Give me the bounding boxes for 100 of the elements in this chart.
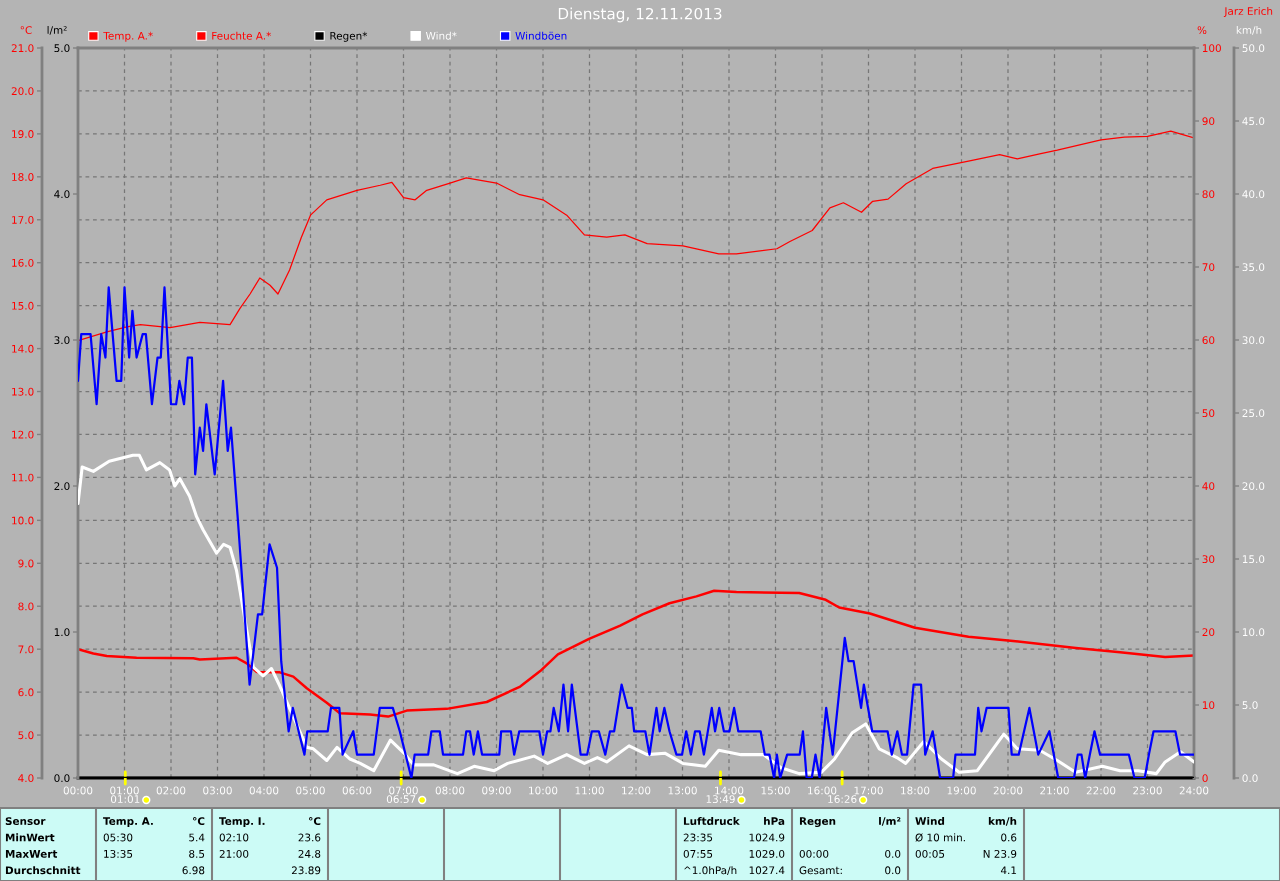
text: km/h [988, 816, 1017, 826]
y2-tick-label: 80 [1202, 190, 1215, 199]
text: Ø 10 min. [915, 833, 965, 842]
x-tick-label: 24:00 [1179, 786, 1209, 795]
x-tick-label: 13:00 [668, 786, 697, 795]
line-series [78, 286, 1194, 778]
text: Gesamt: [799, 866, 842, 875]
y2-tick-label: 60 [1202, 336, 1215, 345]
y3-tick-label: 2.0 [54, 482, 70, 491]
x-tick-label: 22:00 [1086, 786, 1116, 795]
y-tick-label: 19.0 [12, 130, 34, 138]
y2-axis-title: % [1197, 26, 1207, 35]
x-tick-label: 07:00 [389, 786, 418, 795]
text: 8.5 [189, 849, 205, 858]
x-tick-label: 23:00 [1133, 786, 1162, 795]
text: Temp. I. [219, 817, 265, 828]
y-tick-label: 11.0 [12, 473, 34, 482]
text: 1024.9 [749, 833, 785, 842]
x-tick-label: 10:00 [529, 786, 558, 795]
y-tick-label: 35.0 [1242, 263, 1265, 272]
y3-tick-label: 3.0 [54, 336, 70, 345]
x-tick-label: 06:00 [342, 786, 372, 795]
y-tick-label: 10.0 [12, 516, 34, 525]
y3-tick-label: 4.0 [54, 190, 70, 199]
y-tick-label: 15.0 [1242, 555, 1265, 564]
text: 6.98 [182, 866, 205, 875]
text: 00:00 [799, 849, 829, 858]
y-tick-label: 7.0 [18, 645, 34, 654]
text: Wind [915, 816, 945, 826]
x-tick-label: 02:00 [156, 786, 186, 795]
text: l/m² [879, 816, 901, 826]
x-tick-label: 09:00 [482, 786, 511, 795]
y-tick-label: 10.0 [1242, 628, 1265, 637]
x-tick-label: 20:00 [993, 786, 1023, 795]
text: 23:35 [683, 833, 713, 842]
y-tick-label: 50.0 [1242, 44, 1265, 53]
y-tick-label: 5.0 [1242, 701, 1258, 710]
x-tick-label: 04:00 [249, 786, 279, 795]
y2-tick-label: 100 [1202, 44, 1221, 53]
annotation: 16:26 [828, 795, 857, 804]
y-tick-label: 20.0 [1242, 482, 1265, 491]
y-tick-label: 4.0 [18, 774, 34, 783]
text: 13:35 [104, 849, 133, 858]
text: 07:55 [683, 849, 713, 858]
y-tick-label: 13.0 [12, 387, 34, 396]
text: 05:30 [103, 833, 133, 842]
x-tick-label: 01:00 [110, 786, 139, 795]
text: °C [193, 817, 205, 826]
y-tick-label: 40.0 [1242, 190, 1265, 199]
annotation: 13:49 [706, 795, 735, 804]
y-axis-title: °C [20, 26, 32, 35]
legend-label: Windböen [515, 31, 567, 40]
y-tick-label: 9.0 [18, 559, 34, 568]
text: Regen [799, 817, 836, 828]
x-tick-label: 19:00 [947, 786, 976, 795]
text: Durchschnitt [5, 866, 81, 875]
y-tick-label: 12.0 [12, 430, 34, 439]
y-tick-label: 18.0 [12, 173, 34, 181]
text: 5.4 [189, 833, 205, 842]
text: MinWert [5, 833, 55, 842]
y3-tick-label: 5.0 [54, 44, 70, 53]
y-tick-label: 16.0 [12, 258, 34, 267]
y2-tick-label: 50 [1202, 409, 1215, 418]
y3-tick-label: 1.0 [54, 628, 70, 637]
y-tick-label: 45.0 [1242, 117, 1265, 126]
x-tick-label: 12:00 [622, 786, 651, 795]
y3-axis-title: l/m² [47, 25, 67, 35]
y2-tick-label: 30 [1202, 555, 1215, 564]
text: Luftdruck [683, 816, 740, 826]
line-series [78, 453, 1194, 776]
x-tick-label: 08:00 [435, 786, 465, 795]
x-tick-label: 11:00 [575, 786, 604, 795]
text: hPa [764, 816, 785, 826]
x-tick-label: 17:00 [854, 786, 883, 795]
text: Temp. A. [103, 817, 153, 828]
y-tick-label: 14.0 [12, 344, 34, 353]
x-tick-label: 16:00 [808, 786, 837, 795]
text: 23.6 [298, 833, 321, 842]
y-tick-label: 30.0 [1242, 336, 1265, 345]
y3-tick-label: 0.0 [54, 774, 70, 783]
y2-tick-label: 0 [1202, 774, 1208, 783]
line-series [78, 589, 1194, 718]
y-axis-title: km/h [1236, 25, 1262, 35]
chart-title: Dienstag, 12.11.2013 [558, 7, 722, 23]
text: 0.6 [1001, 833, 1017, 842]
text: 1027.4 [749, 866, 785, 875]
text: 4.1 [1000, 866, 1017, 875]
legend-label: Wind* [425, 31, 457, 40]
text: Sensor [5, 817, 46, 826]
text: N 23.9 [983, 849, 1017, 858]
y-tick-label: 15.0 [12, 301, 34, 310]
y2-tick-label: 10 [1202, 701, 1215, 710]
y-tick-label: 17.0 [12, 215, 34, 224]
annotation: 01:01 [110, 795, 140, 804]
x-tick-label: 03:00 [203, 786, 232, 795]
text: Jarz Erich [1223, 6, 1273, 17]
y-tick-label: 6.0 [18, 688, 34, 697]
legend-label: Feuchte A.* [212, 31, 271, 40]
line-series [78, 130, 1194, 342]
text: 00:05 [915, 849, 945, 858]
